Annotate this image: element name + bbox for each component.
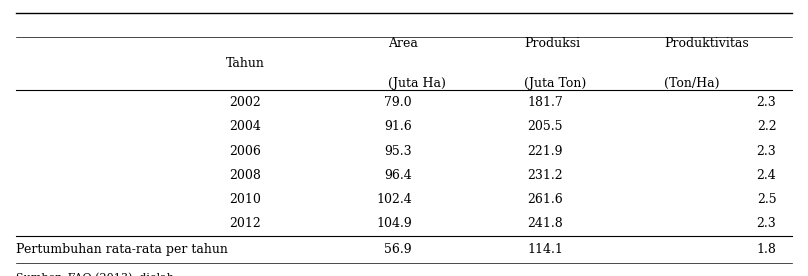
Text: 2006: 2006: [229, 145, 261, 158]
Text: 2004: 2004: [229, 120, 261, 133]
Text: Sumber: FAO (2013), diolah: Sumber: FAO (2013), diolah: [16, 273, 175, 276]
Text: Pertumbuhan rata-rata per tahun: Pertumbuhan rata-rata per tahun: [16, 243, 228, 256]
Text: 104.9: 104.9: [376, 217, 412, 230]
Text: 205.5: 205.5: [528, 120, 563, 133]
Text: 91.6: 91.6: [384, 120, 412, 133]
Text: 181.7: 181.7: [528, 96, 563, 109]
Text: (Juta Ton): (Juta Ton): [524, 77, 587, 90]
Text: 261.6: 261.6: [528, 193, 563, 206]
Text: 79.0: 79.0: [384, 96, 412, 109]
Text: 2.2: 2.2: [757, 120, 776, 133]
Text: (Juta Ha): (Juta Ha): [389, 77, 446, 90]
Text: 95.3: 95.3: [384, 145, 412, 158]
Text: 2.5: 2.5: [757, 193, 776, 206]
Text: 241.8: 241.8: [528, 217, 563, 230]
Text: 1.8: 1.8: [756, 243, 776, 256]
Text: Tahun: Tahun: [225, 57, 264, 70]
Text: 221.9: 221.9: [528, 145, 563, 158]
Text: 2.3: 2.3: [756, 96, 776, 109]
Text: (Ton/Ha): (Ton/Ha): [664, 77, 719, 90]
Text: 2.3: 2.3: [756, 217, 776, 230]
Text: 2.4: 2.4: [756, 169, 776, 182]
Text: Area: Area: [389, 38, 419, 51]
Text: 102.4: 102.4: [376, 193, 412, 206]
Text: 2.3: 2.3: [756, 145, 776, 158]
Text: 114.1: 114.1: [527, 243, 563, 256]
Text: Produktivitas: Produktivitas: [664, 38, 748, 51]
Text: 2008: 2008: [229, 169, 261, 182]
Text: 2002: 2002: [229, 96, 261, 109]
Text: 96.4: 96.4: [384, 169, 412, 182]
Text: 2012: 2012: [229, 217, 261, 230]
Text: 231.2: 231.2: [528, 169, 563, 182]
Text: 2010: 2010: [229, 193, 261, 206]
Text: Produksi: Produksi: [524, 38, 580, 51]
Text: 56.9: 56.9: [384, 243, 412, 256]
